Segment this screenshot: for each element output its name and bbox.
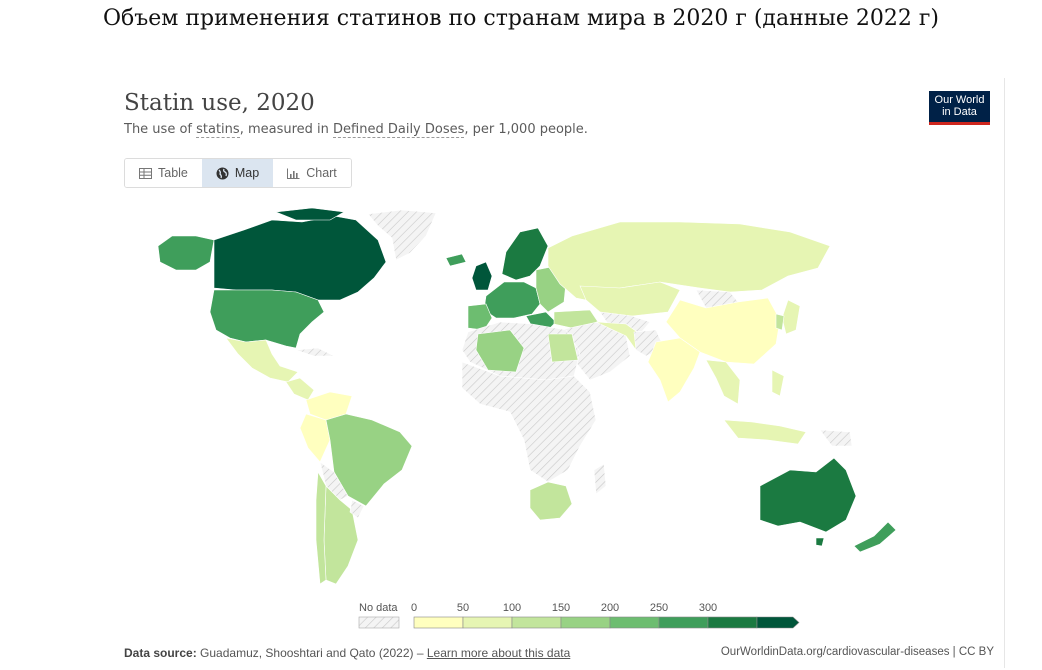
region-western-europe[interactable] — [483, 281, 541, 319]
region-uk-ireland[interactable] — [471, 261, 493, 291]
logo-line: in Data — [942, 106, 977, 118]
region-southeast-asia[interactable] — [705, 359, 741, 405]
legend-tick-200: 200 — [600, 602, 620, 614]
region-uruguay[interactable] — [349, 499, 365, 519]
region-scandinavia[interactable] — [501, 227, 549, 281]
region-philippines[interactable] — [771, 369, 785, 397]
legend-no-data-label: No data — [359, 602, 398, 614]
statins-definition-link[interactable]: statins — [196, 122, 240, 138]
legend-swatch-0[interactable] — [413, 616, 464, 629]
chart-icon — [287, 168, 300, 179]
region-cuba[interactable] — [295, 347, 335, 357]
region-mexico[interactable] — [225, 337, 299, 383]
chart-frame-border — [1004, 78, 1005, 668]
region-kazakhstan[interactable] — [579, 281, 681, 317]
region-australia[interactable] — [759, 457, 857, 533]
learn-more-link[interactable]: Learn more about this data — [426, 646, 571, 660]
subtitle-text: , measured in — [239, 122, 334, 137]
region-brazil[interactable] — [325, 413, 413, 507]
region-bolivia-paraguay[interactable] — [319, 461, 349, 501]
region-peru[interactable] — [299, 413, 331, 463]
legend-swatch-3[interactable] — [560, 616, 611, 629]
chart-title: Statin use, 2020 — [124, 90, 315, 116]
owid-logo[interactable]: Our World in Data — [929, 91, 990, 125]
map-legend — [358, 616, 800, 629]
source-url[interactable]: OurWorldinData.org/cardiovascular-diseas… — [720, 646, 994, 658]
legend-swatch-5[interactable] — [658, 616, 709, 629]
region-iberia[interactable] — [467, 303, 493, 331]
region-india[interactable] — [647, 337, 701, 403]
data-source-label: Data source: — [124, 646, 197, 660]
globe-icon — [216, 167, 229, 179]
region-korea[interactable] — [775, 313, 785, 331]
subtitle-text: , per 1,000 people. — [464, 122, 588, 137]
legend-swatch-2[interactable] — [511, 616, 562, 629]
legend-tick-50: 50 — [456, 602, 470, 614]
subtitle-text: The use of — [124, 122, 197, 137]
view-tabs: Table Map Chart — [124, 158, 352, 188]
region-russia[interactable] — [547, 221, 831, 303]
tab-map-label: Map — [234, 166, 260, 180]
legend-tick-100: 100 — [502, 602, 522, 614]
ddd-definition-link[interactable]: Defined Daily Doses — [333, 122, 465, 138]
region-alaska[interactable] — [157, 235, 215, 271]
data-source-text: Guadamuz, Shooshtari and Qato (2022) – — [196, 646, 427, 660]
region-canada[interactable] — [213, 215, 387, 301]
legend-swatch-7[interactable] — [756, 616, 800, 629]
region-central-america[interactable] — [285, 377, 315, 401]
data-source: Data source: Guadamuz, Shooshtari and Qa… — [124, 646, 570, 660]
region-chile[interactable] — [315, 470, 327, 585]
chart-subtitle: The use of statins, measured in Defined … — [124, 122, 588, 138]
legend-tick-0: 0 — [410, 602, 418, 614]
legend-tick-300: 300 — [698, 602, 718, 614]
region-tasmania[interactable] — [815, 537, 825, 547]
region-egypt[interactable] — [547, 333, 579, 363]
logo-line: Our World — [934, 94, 985, 106]
tab-table-label: Table — [158, 166, 188, 180]
region-new-zealand[interactable] — [853, 521, 897, 553]
legend-tick-150: 150 — [551, 602, 571, 614]
tab-chart[interactable]: Chart — [273, 159, 351, 187]
region-usa[interactable] — [209, 289, 325, 349]
region-central-africa[interactable] — [461, 361, 597, 483]
legend-swatch-6[interactable] — [707, 616, 758, 629]
region-madagascar[interactable] — [593, 463, 607, 495]
region-indonesia[interactable] — [723, 419, 807, 445]
tab-map[interactable]: Map — [201, 159, 274, 187]
region-iceland[interactable] — [445, 253, 467, 267]
region-japan[interactable] — [781, 299, 801, 335]
region-china[interactable] — [665, 297, 781, 365]
legend-swatch-1[interactable] — [462, 616, 513, 629]
figure-caption: Объем применения статинов по странам мир… — [102, 6, 940, 31]
tab-chart-label: Chart — [306, 166, 337, 180]
region-papua[interactable] — [819, 429, 853, 447]
tab-table[interactable]: Table — [125, 159, 202, 187]
region-south-africa[interactable] — [529, 481, 573, 521]
table-icon — [139, 167, 152, 179]
region-canada-islands[interactable] — [275, 207, 345, 221]
legend-swatch-4[interactable] — [609, 616, 660, 629]
legend-no-data-swatch — [358, 616, 400, 629]
region-greenland[interactable] — [367, 209, 437, 261]
legend-tick-250: 250 — [649, 602, 669, 614]
region-algeria[interactable] — [475, 329, 525, 373]
